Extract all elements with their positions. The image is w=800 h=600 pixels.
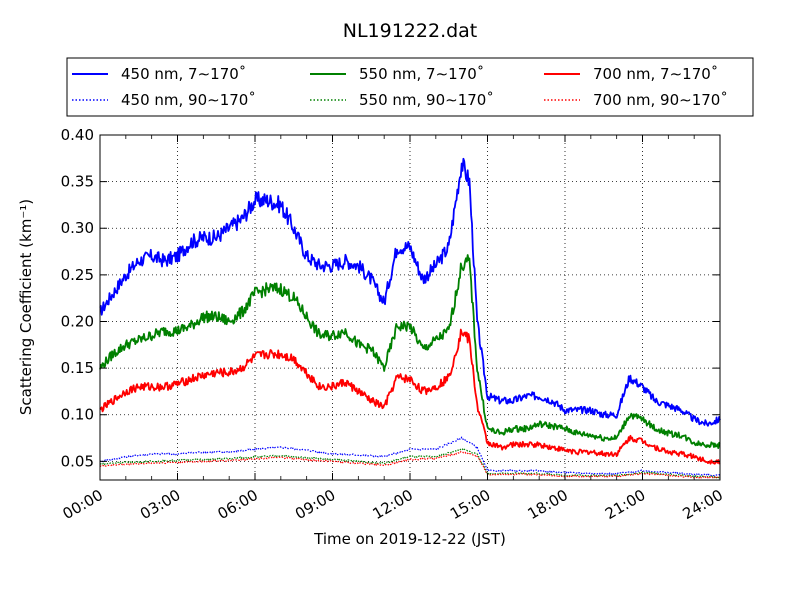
x-tick-label: 09:00: [292, 486, 338, 523]
legend-entry-label: 700 nm, 90∼170˚: [593, 91, 728, 109]
legend-entry-label: 550 nm, 7∼170˚: [359, 65, 484, 83]
chart-title: NL191222.dat: [343, 20, 478, 42]
x-axis-label: Time on 2019-12-22 (JST): [313, 530, 506, 548]
y-tick-label: 0.35: [61, 173, 94, 191]
y-tick-label: 0.05: [61, 452, 94, 470]
series-line-2: [99, 254, 721, 450]
x-tick-label: 24:00: [680, 486, 726, 523]
x-tick-label: 03:00: [137, 486, 183, 523]
x-tick-label: 15:00: [447, 486, 493, 523]
x-tick-label: 12:00: [370, 486, 416, 523]
x-tick-label: 06:00: [215, 486, 261, 523]
series-line-3: [99, 447, 721, 479]
y-tick-label: 0.40: [61, 126, 94, 144]
y-tick-label: 0.20: [61, 312, 94, 330]
legend-entry-label: 700 nm, 7∼170˚: [593, 65, 718, 83]
series-lines: [99, 157, 721, 479]
series-line-5: [99, 450, 721, 479]
legend-entry-label: 550 nm, 90∼170˚: [359, 91, 494, 109]
y-tick-label: 0.10: [61, 406, 94, 424]
legend-entry-label: 450 nm, 90∼170˚: [121, 91, 256, 109]
grid: [100, 135, 720, 480]
y-tick-label: 0.25: [61, 266, 94, 284]
legend-frame: [66, 57, 754, 117]
legend: 450 nm, 7∼170˚ 450 nm, 90∼170˚ 550 nm, 7∼1…: [66, 57, 754, 117]
series-line-4: [99, 328, 721, 465]
legend-entry-label: 450 nm, 7∼170˚: [121, 65, 246, 83]
series-line-0: [99, 157, 721, 427]
x-tick-label: 00:00: [60, 486, 106, 523]
x-tick-label: 18:00: [525, 486, 571, 523]
series-line-1: [99, 436, 721, 477]
x-tick-label: 21:00: [602, 486, 648, 523]
y-tick-label: 0.30: [61, 219, 94, 237]
y-axis-label: Scattering Coefficient (km⁻¹): [17, 199, 35, 415]
y-tick-label: 0.15: [61, 359, 94, 377]
